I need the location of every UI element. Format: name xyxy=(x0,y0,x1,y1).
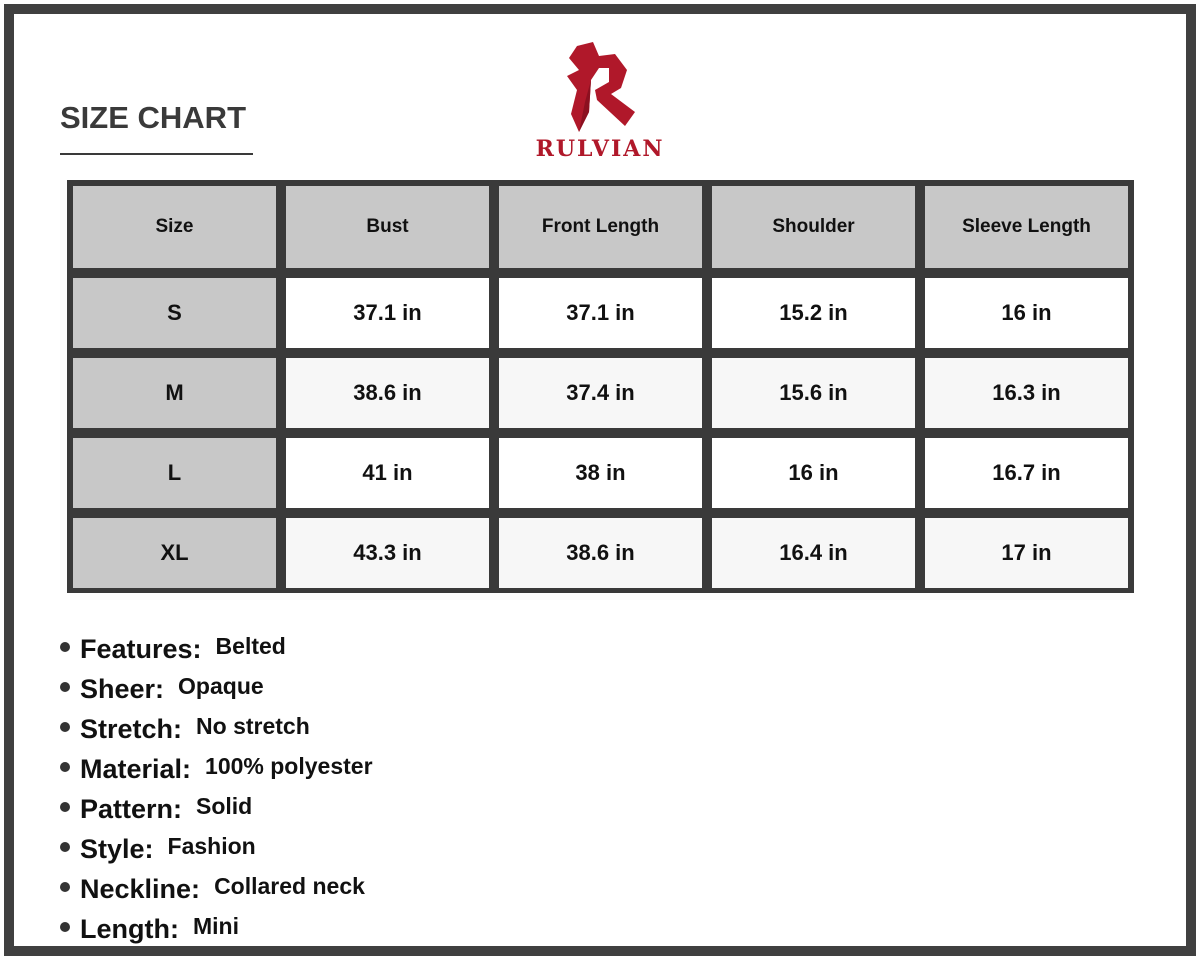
feature-label: Stretch: xyxy=(80,713,183,744)
bullet-icon xyxy=(60,762,70,772)
table-cell: 37.4 in xyxy=(499,358,702,428)
column-header: Sleeve Length xyxy=(925,186,1128,268)
feature-item: Pattern: Solid xyxy=(60,786,373,826)
feature-label: Length: xyxy=(80,913,179,944)
feature-label: Sheer: xyxy=(80,673,165,704)
feature-item: Material: 100% polyester xyxy=(60,746,373,786)
brand-name: RULVIAN xyxy=(535,136,665,162)
feature-item: Features: Belted xyxy=(60,626,373,666)
feature-label: Features: xyxy=(80,633,202,664)
feature-item: Style: Fashion xyxy=(60,826,373,866)
bullet-icon xyxy=(60,802,70,812)
brand-logo: RULVIAN xyxy=(520,42,680,167)
column-header: Shoulder xyxy=(712,186,915,268)
table-cell: 37.1 in xyxy=(499,278,702,348)
page-title: SIZE CHART xyxy=(60,100,246,135)
feature-value: Opaque xyxy=(178,672,264,699)
table-cell: 17 in xyxy=(925,518,1128,588)
feature-value: No stretch xyxy=(196,712,310,739)
bullet-icon xyxy=(60,722,70,732)
feature-value: Solid xyxy=(196,792,253,819)
feature-value: Collared neck xyxy=(214,872,365,899)
table-cell: 37.1 in xyxy=(286,278,489,348)
table-cell: 15.2 in xyxy=(712,278,915,348)
feature-item: Sheer: Opaque xyxy=(60,666,373,706)
table-cell: 38.6 in xyxy=(499,518,702,588)
bullet-icon xyxy=(60,922,70,932)
column-header: Bust xyxy=(286,186,489,268)
feature-item: Stretch: No stretch xyxy=(60,706,373,746)
bullet-icon xyxy=(60,882,70,892)
size-label-cell: S xyxy=(73,278,276,348)
feature-value: Mini xyxy=(192,912,239,939)
column-header: Front Length xyxy=(499,186,702,268)
table-cell: 16 in xyxy=(712,438,915,508)
feature-item: Length: Mini xyxy=(60,906,373,946)
bullet-icon xyxy=(60,842,70,852)
table-cell: 38 in xyxy=(499,438,702,508)
table-cell: 41 in xyxy=(286,438,489,508)
feature-item: Neckline: Collared neck xyxy=(60,866,373,906)
r-logo-icon xyxy=(567,42,635,132)
feature-list: Features: Belted Sheer: Opaque Stretch: No st… xyxy=(60,626,373,946)
feature-label: Style: xyxy=(80,833,154,864)
feature-value: 100% polyester xyxy=(205,752,373,779)
size-table: Size Bust Front Length Shoulder Sleeve Lengt… xyxy=(67,180,1134,593)
feature-value: Belted xyxy=(215,632,286,659)
table-cell: 15.6 in xyxy=(712,358,915,428)
size-label-cell: L xyxy=(73,438,276,508)
table-cell: 16 in xyxy=(925,278,1128,348)
table-cell: 16.3 in xyxy=(925,358,1128,428)
feature-label: Neckline: xyxy=(80,873,201,904)
feature-value: Fashion xyxy=(167,832,256,859)
title-underline xyxy=(60,153,253,155)
feature-label: Material: xyxy=(80,753,192,784)
column-header: Size xyxy=(73,186,276,268)
table-cell: 38.6 in xyxy=(286,358,489,428)
table-cell: 16.7 in xyxy=(925,438,1128,508)
size-label-cell: M xyxy=(73,358,276,428)
size-label-cell: XL xyxy=(73,518,276,588)
bullet-icon xyxy=(60,682,70,692)
feature-label: Pattern: xyxy=(80,793,183,824)
table-cell: 43.3 in xyxy=(286,518,489,588)
table-cell: 16.4 in xyxy=(712,518,915,588)
bullet-icon xyxy=(60,642,70,652)
